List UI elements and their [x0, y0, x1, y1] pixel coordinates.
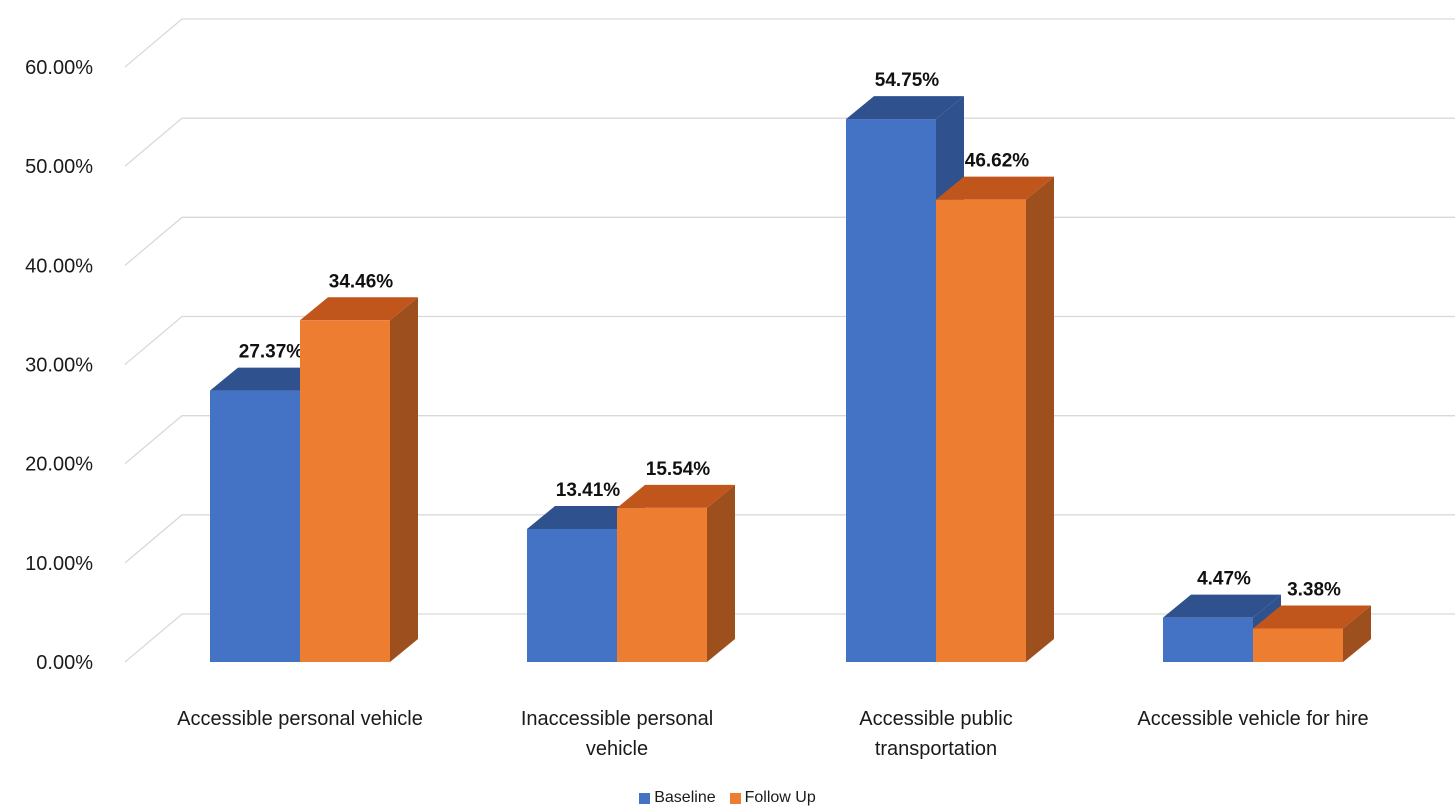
legend-item-baseline: Baseline [639, 789, 716, 807]
data-label: 13.41% [556, 480, 621, 501]
bar-top-face [1253, 605, 1371, 629]
bar-side-face [1026, 176, 1054, 662]
bar [846, 119, 936, 662]
x-category-label: Accessible vehicle for hire [1137, 708, 1368, 730]
x-category-label: Inaccessible personal [521, 708, 713, 730]
bar-top-face [617, 484, 735, 508]
y-tick-label: 50.00% [25, 156, 93, 178]
x-category-label: Accessible personal vehicle [177, 708, 423, 730]
data-label: 34.46% [329, 271, 394, 292]
legend-item-follow-up: Follow Up [729, 789, 816, 807]
y-tick-label: 30.00% [25, 355, 93, 377]
data-label: 3.38% [1287, 579, 1341, 600]
gridline [124, 216, 1455, 266]
legend: Baseline Follow Up [0, 789, 1455, 807]
gridline [124, 18, 1455, 68]
legend-label-baseline: Baseline [654, 789, 716, 806]
bar-top-face [846, 96, 964, 120]
y-tick-label: 40.00% [25, 255, 93, 277]
bar [527, 529, 617, 662]
bar [617, 507, 707, 662]
data-label: 15.54% [646, 459, 711, 480]
legend-swatch-baseline [639, 792, 651, 804]
bar-top-face [300, 297, 418, 321]
bar-top-face [936, 176, 1054, 200]
bar-side-face [707, 484, 735, 662]
data-label: 4.47% [1197, 569, 1251, 590]
bar-top-face [527, 506, 645, 530]
gridline [124, 117, 1455, 167]
legend-swatch-follow-up [729, 792, 741, 804]
bar-side-face [1343, 605, 1371, 662]
bar-top-face [1163, 594, 1281, 618]
data-label: 54.75% [875, 70, 940, 91]
y-tick-label: 0.00% [36, 652, 93, 674]
bar-top-face [210, 367, 328, 391]
x-category-label: vehicle [586, 738, 648, 760]
bar [1253, 628, 1343, 662]
data-label: 27.37% [239, 342, 304, 363]
y-tick-label: 10.00% [25, 553, 93, 575]
data-label: 46.62% [965, 151, 1030, 172]
bar [936, 199, 1026, 662]
bar [210, 390, 300, 662]
bar [1163, 617, 1253, 662]
x-category-label: Accessible public [859, 708, 1012, 730]
bar-side-face [390, 297, 418, 662]
legend-label-follow-up: Follow Up [744, 789, 816, 806]
bar [300, 320, 390, 662]
y-tick-label: 60.00% [25, 57, 93, 79]
y-tick-label: 20.00% [25, 454, 93, 476]
x-category-label: transportation [875, 738, 997, 760]
